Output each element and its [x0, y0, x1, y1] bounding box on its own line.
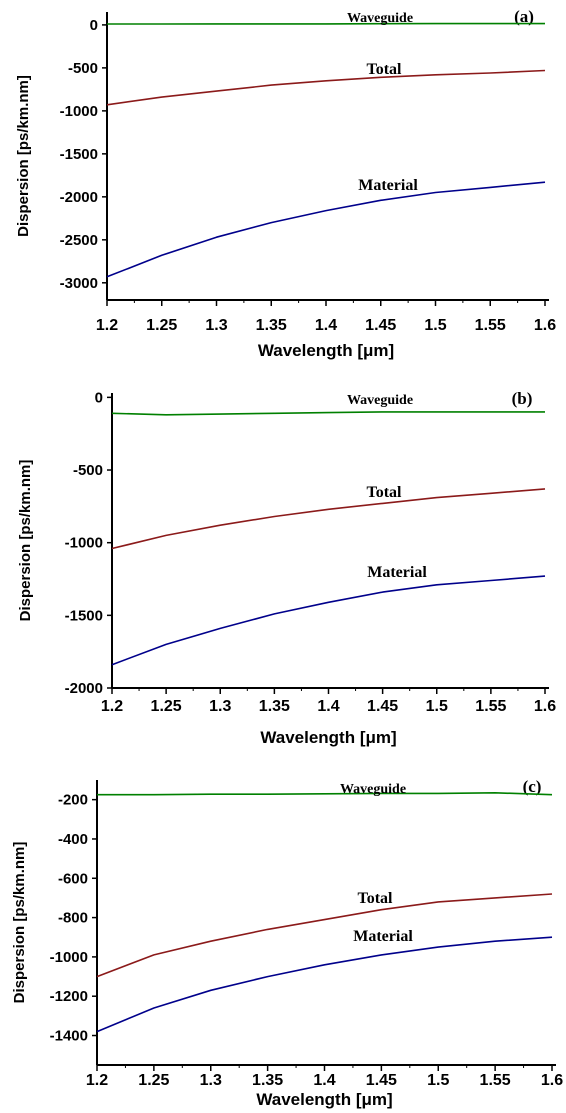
- x-tick-label: 1.5: [424, 317, 446, 334]
- series-line-material: [96, 936, 553, 1033]
- y-tick-label: -1000: [60, 103, 98, 120]
- x-tick-label: 1.25: [146, 317, 177, 334]
- y-tick-label: -1400: [50, 1028, 88, 1045]
- x-tick-label: 1.45: [365, 317, 396, 334]
- panel-label: (b): [512, 389, 533, 408]
- x-axis-title: Wavelength [μm]: [258, 341, 394, 360]
- x-tick-label: 1.5: [426, 698, 448, 715]
- y-tick-label: -400: [58, 831, 88, 848]
- y-tick-label: -2500: [60, 232, 98, 249]
- x-tick-label: 1.2: [86, 1072, 108, 1089]
- series-label-total: Total: [367, 61, 403, 78]
- y-tick-label: 0: [95, 389, 103, 406]
- y-axis-title: Dispersion [ps/km.nm]: [11, 842, 28, 1004]
- x-tick-label: 1.2: [101, 698, 123, 715]
- x-tick-label: 1.55: [475, 698, 506, 715]
- x-tick-label: 1.3: [200, 1072, 222, 1089]
- x-tick-label: 1.25: [138, 1072, 169, 1089]
- y-tick-label: -1000: [50, 949, 88, 966]
- series-line-waveguide: [97, 792, 553, 796]
- y-tick-label: -1500: [60, 146, 98, 163]
- x-tick-label: 1.45: [367, 698, 398, 715]
- chart-panel-a: 0 -500 -1000 -1500 -2000 -2500 -3000 1.2 1.25 1.3…: [15, 7, 556, 360]
- x-tick-label: 1.6: [534, 698, 556, 715]
- y-tick-label: -3000: [60, 275, 98, 292]
- x-tick-label: 1.4: [317, 698, 339, 715]
- x-tick-label: 1.45: [366, 1072, 397, 1089]
- y-tick-label: -1500: [65, 607, 103, 624]
- y-tick-label: 0: [90, 17, 98, 34]
- series-line-material: [111, 575, 546, 666]
- series-line-total: [106, 69, 546, 106]
- series-label-waveguide: Waveguide: [347, 393, 413, 408]
- y-tick-label: -500: [68, 60, 98, 77]
- x-tick-label: 1.3: [209, 698, 231, 715]
- series-line-waveguide: [111, 411, 545, 416]
- x-axis-title: Wavelength [μm]: [260, 728, 396, 747]
- series-line-total: [96, 893, 553, 978]
- series-label-material: Material: [353, 928, 413, 945]
- series-label-waveguide: Waveguide: [340, 782, 406, 797]
- x-tick-label: 1.4: [315, 317, 337, 334]
- y-tick-label: -200: [58, 792, 88, 809]
- x-tick-label: 1.4: [313, 1072, 335, 1089]
- y-tick-label: -500: [73, 462, 103, 479]
- panel-label: (c): [523, 777, 542, 796]
- x-tick-label: 1.5: [427, 1072, 449, 1089]
- y-tick-label: -1000: [65, 535, 103, 552]
- series-label-total: Total: [358, 890, 394, 907]
- x-tick-label: 1.6: [541, 1072, 563, 1089]
- y-tick-label: -1200: [50, 988, 88, 1005]
- x-tick-label: 1.2: [96, 317, 118, 334]
- y-tick-label: -800: [58, 910, 88, 927]
- y-axis-title: Dispersion [ps/km.nm]: [15, 75, 32, 237]
- y-tick-label: -600: [58, 870, 88, 887]
- x-tick-label: 1.6: [534, 317, 556, 334]
- x-tick-label: 1.55: [475, 317, 506, 334]
- series-label-material: Material: [367, 564, 427, 581]
- x-tick-label: 1.35: [256, 317, 287, 334]
- series-label-total: Total: [367, 484, 403, 501]
- y-tick-label: -2000: [60, 189, 98, 206]
- y-tick-label: -2000: [65, 680, 103, 697]
- x-tick-label: 1.55: [480, 1072, 511, 1089]
- chart-panel-c: -200 -400 -600 -800 -1000 -1200 -1400 1.2 1.25 1.…: [11, 777, 563, 1109]
- series-label-waveguide: Waveguide: [347, 11, 413, 26]
- x-tick-label: 1.35: [259, 698, 290, 715]
- x-tick-label: 1.25: [151, 698, 182, 715]
- series-line-total: [111, 488, 546, 550]
- y-axis-title: Dispersion [ps/km.nm]: [17, 460, 34, 622]
- x-axis-title: Wavelength [μm]: [256, 1090, 392, 1109]
- series-label-material: Material: [358, 177, 418, 194]
- x-tick-label: 1.3: [205, 317, 227, 334]
- x-tick-label: 1.35: [252, 1072, 283, 1089]
- series-line-material: [106, 181, 546, 278]
- panel-label: (a): [514, 7, 534, 26]
